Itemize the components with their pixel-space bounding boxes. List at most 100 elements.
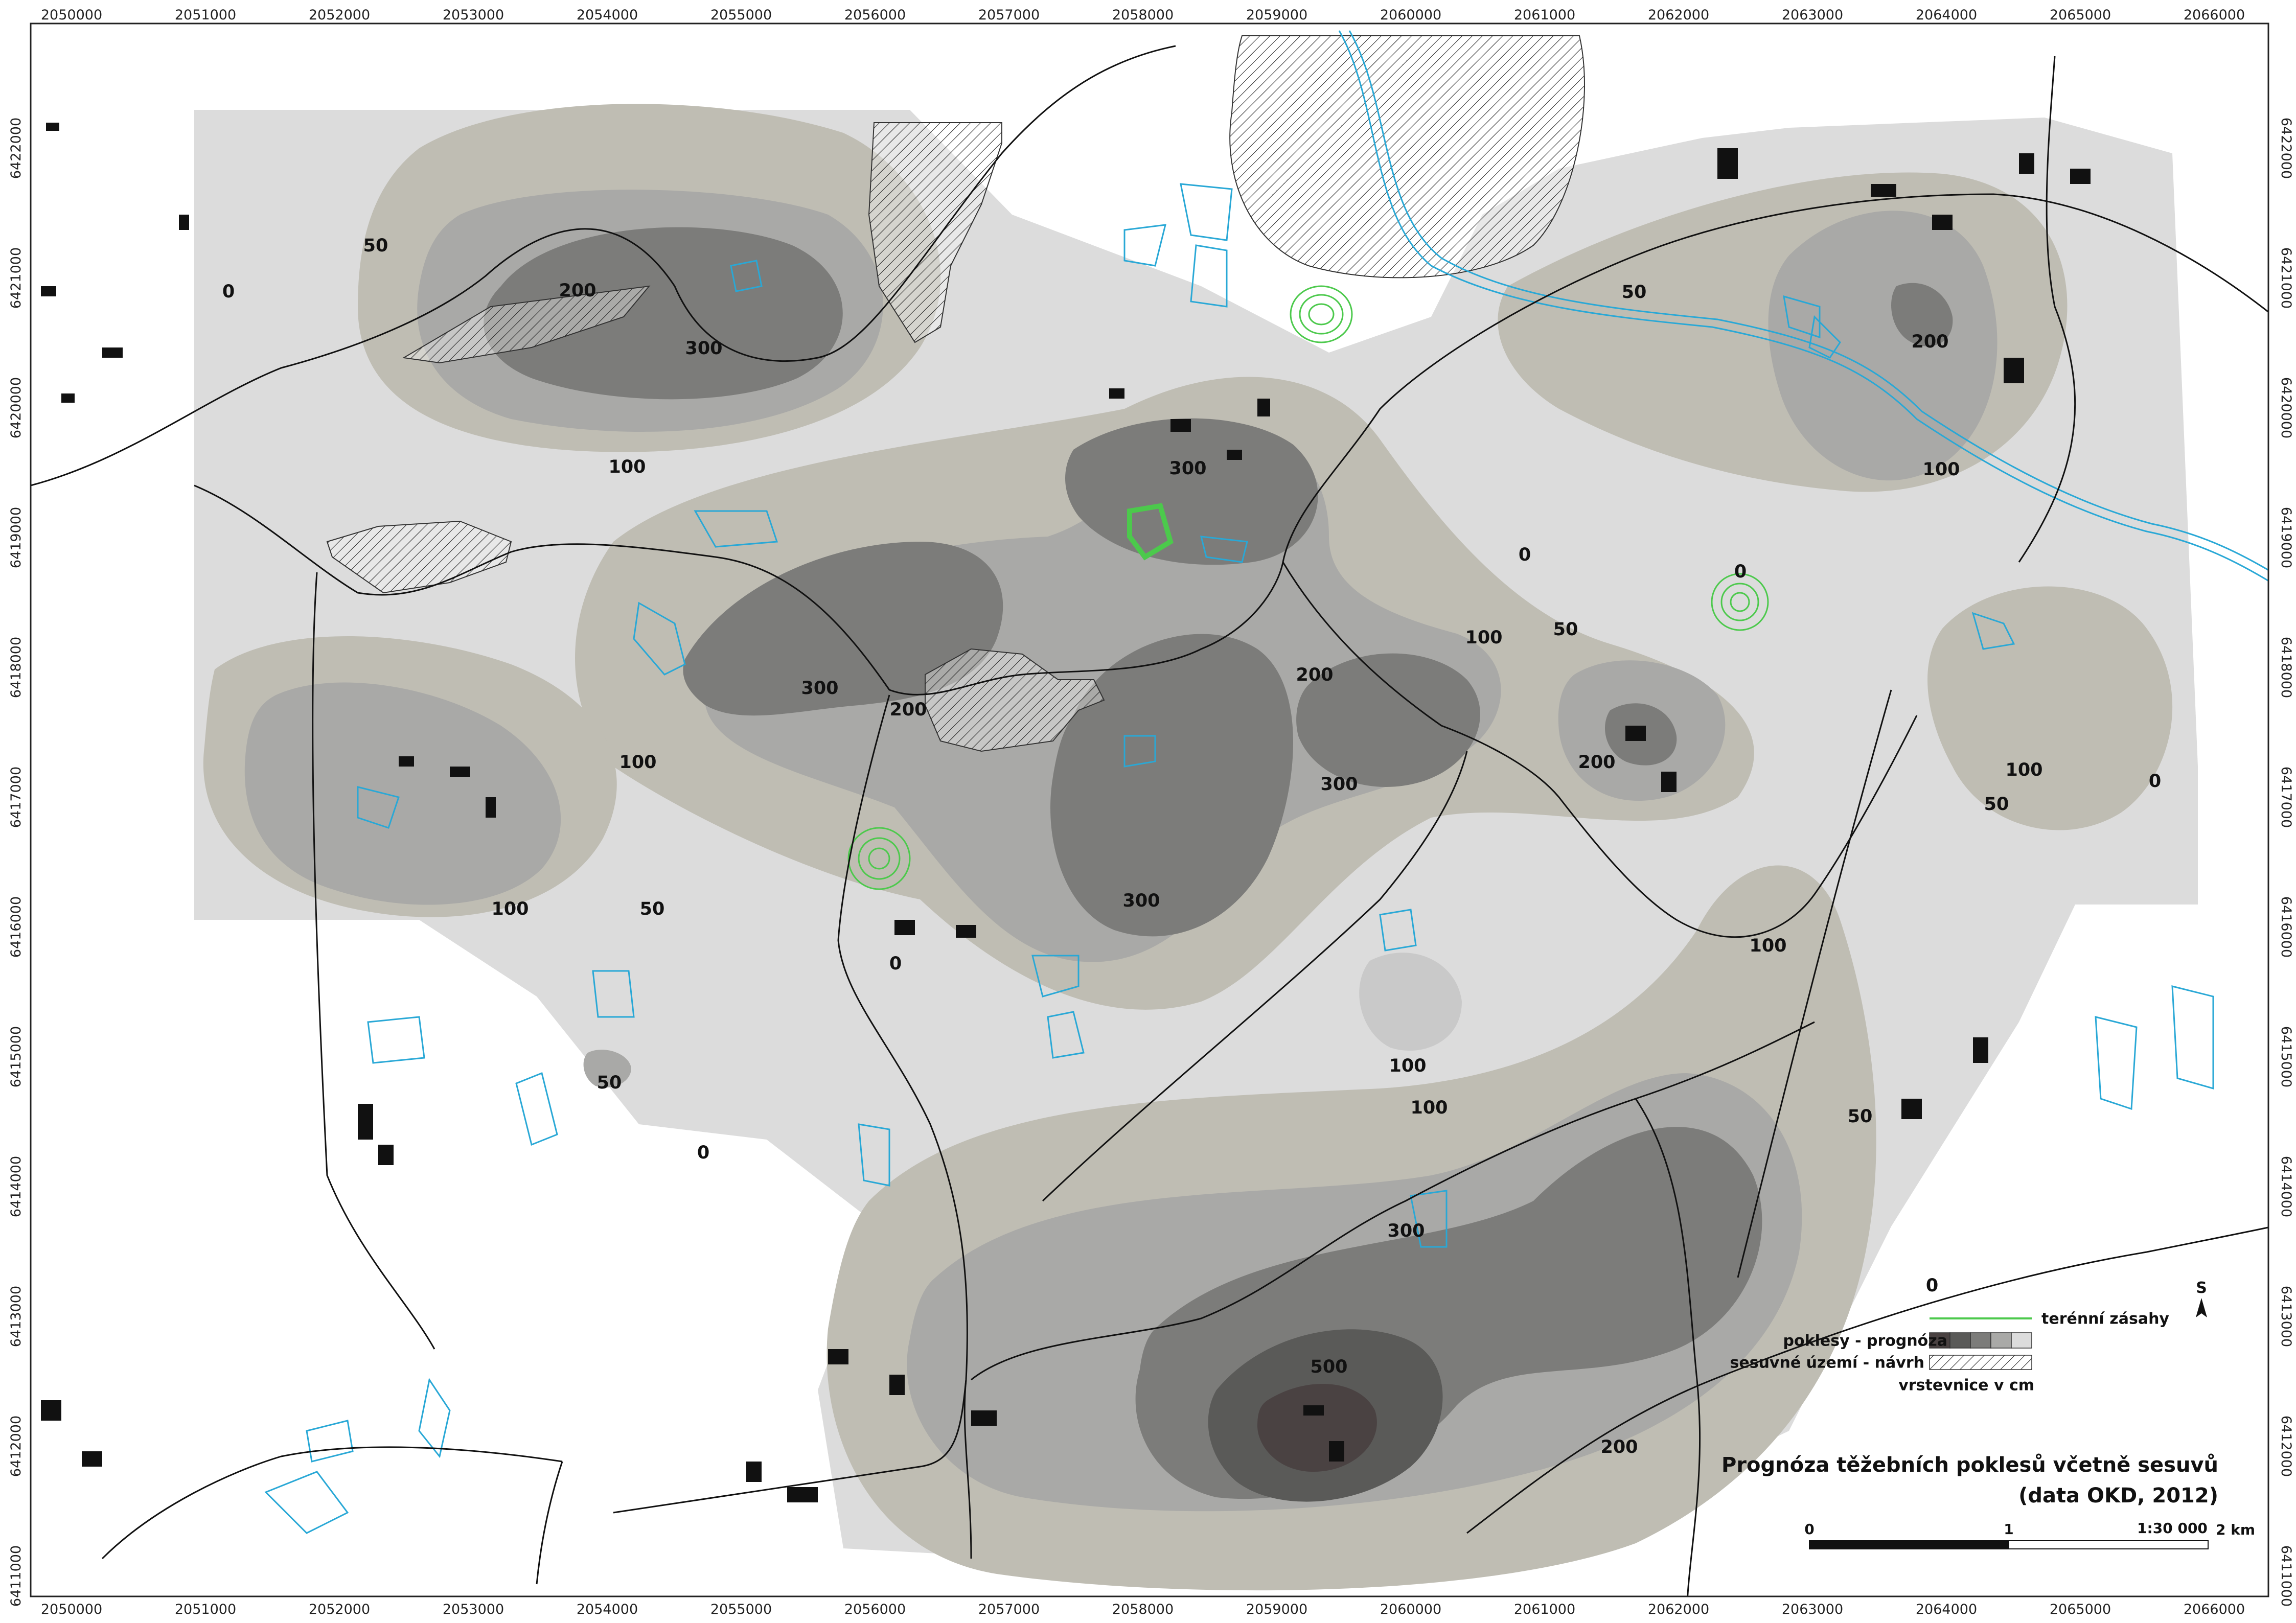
terrain-work	[1720, 583, 1759, 621]
building	[1329, 1441, 1344, 1462]
x-tick-label: 2063000	[1782, 7, 1843, 23]
landslide-area-center	[925, 648, 1105, 752]
y-tick-label: 6420000	[8, 377, 24, 438]
contour-label: 200	[1911, 332, 1948, 352]
y-tick-label: 6417000	[2278, 767, 2294, 828]
contour-label: 100	[1922, 459, 1960, 480]
y-tick-label: 6421000	[2278, 247, 2294, 309]
y-tick-label: 6422000	[8, 118, 24, 179]
scale-segment-black	[1809, 1541, 2009, 1549]
zone-200-300-east-town	[1891, 283, 1953, 346]
pond	[515, 1072, 558, 1146]
zone-200-300-east-central	[1296, 653, 1480, 787]
contour-label: 0	[2149, 771, 2161, 792]
bottom-margin	[0, 1596, 2296, 1623]
x-tick-label: 2052000	[309, 7, 370, 23]
contour-label: 500	[1310, 1357, 1347, 1377]
terrain-work	[1308, 303, 1335, 326]
x-tick-label: 2051000	[175, 7, 236, 23]
pond	[592, 970, 635, 1018]
map-title: Prognóza těžebních poklesů včetně sesuvů…	[1721, 1453, 2218, 1508]
road	[1635, 1098, 1701, 1620]
scale-tick-0: 0	[1804, 1521, 1814, 1538]
zone-100-200-west-low	[244, 682, 561, 905]
x-tick-label: 2060000	[1380, 1602, 1441, 1617]
contour-label: 50	[1984, 794, 2009, 815]
title-line-2: (data OKD, 2012)	[2018, 1484, 2218, 1508]
contour-label: 300	[1387, 1221, 1425, 1241]
pond	[367, 1016, 425, 1064]
landslide-areas	[326, 35, 1585, 752]
contour-label: 100	[2005, 760, 2042, 780]
building	[1625, 726, 1646, 741]
x-tick-label: 2051000	[175, 1602, 236, 1617]
building	[82, 1451, 102, 1467]
contour-label: 300	[801, 678, 838, 699]
pond	[1180, 183, 1233, 241]
y-tick-label: 6412000	[2278, 1416, 2294, 1477]
contour-label: 0	[1926, 1276, 1938, 1296]
building	[1661, 772, 1677, 792]
y-tick-label: 6413000	[8, 1286, 24, 1347]
y-tick-label: 6419000	[2278, 507, 2294, 568]
legend-symbol-landslide	[1929, 1355, 2032, 1370]
zone-0-50-south-center	[1359, 953, 1462, 1051]
contour-label: 50	[640, 899, 665, 919]
contour-label: 50	[1622, 282, 1647, 303]
x-tick-label: 2062000	[1648, 7, 1709, 23]
road	[2018, 56, 2076, 563]
terrain-work	[868, 847, 890, 870]
x-tick-label: 2053000	[443, 7, 504, 23]
contour-label: 100	[1749, 936, 1786, 956]
x-tick-label: 2061000	[1514, 7, 1575, 23]
contour-label: 0	[697, 1143, 709, 1163]
contour-label: 50	[1553, 619, 1578, 640]
terrain-work	[1127, 503, 1174, 561]
scale-ratio: 1:30 000	[2137, 1520, 2208, 1537]
terrain-work	[1730, 592, 1750, 612]
contour-label: 100	[491, 899, 529, 919]
x-tick-label: 2055000	[710, 7, 772, 23]
x-tick-label: 2056000	[844, 7, 906, 23]
contour-labels: 50 0 200 300 100 300 0 100 50 200 100 30…	[222, 236, 2161, 1457]
building	[828, 1349, 848, 1364]
x-tick-label: 2052000	[309, 1602, 370, 1617]
building	[1871, 184, 1896, 197]
y-tick-label: 6418000	[2278, 637, 2294, 698]
landslide-area-north-center	[868, 122, 1002, 343]
y-tick-label: 6415000	[2278, 1026, 2294, 1087]
landslide-area-west-1	[402, 285, 651, 364]
buildings	[41, 123, 2091, 1502]
y-tick-label: 6413000	[2278, 1286, 2294, 1347]
zone-200-300-central-south	[1050, 634, 1293, 937]
pond	[1190, 244, 1228, 308]
contour-label: 300	[1122, 891, 1160, 911]
y-tick-labels-left: 6422000 6421000 6420000 6419000 6418000 …	[8, 118, 24, 1607]
terrain-work	[847, 827, 911, 890]
x-tick-label: 2061000	[1514, 1602, 1575, 1617]
y-tick-label: 6416000	[8, 896, 24, 958]
x-tick-label: 2054000	[577, 1602, 638, 1617]
road	[971, 1021, 1815, 1381]
x-tick-label: 2064000	[1916, 1602, 1977, 1617]
pond	[1031, 955, 1080, 998]
x-tick-label: 2064000	[1916, 7, 1977, 23]
x-tick-label: 2058000	[1112, 7, 1174, 23]
legend: terénní zásahy poklesy - prognóza sesuvn…	[1730, 1310, 2170, 1395]
right-margin	[2268, 0, 2296, 1623]
landslide-area-north-east	[1229, 35, 1585, 279]
pond	[1123, 224, 1166, 267]
river-bank	[1348, 30, 2285, 581]
contour-label: 200	[1600, 1437, 1638, 1457]
pond	[2095, 1016, 2138, 1110]
road	[312, 572, 435, 1350]
y-tick-label: 6419000	[8, 507, 24, 568]
contour-label: 300	[1169, 458, 1206, 479]
contour-label: 300	[1320, 774, 1358, 795]
y-tick-label: 6417000	[8, 767, 24, 828]
contour-label: 50	[363, 236, 388, 256]
scale-tick-1: 1	[2004, 1521, 2013, 1538]
building	[2004, 358, 2024, 383]
road	[1282, 562, 1918, 938]
building	[450, 767, 470, 777]
